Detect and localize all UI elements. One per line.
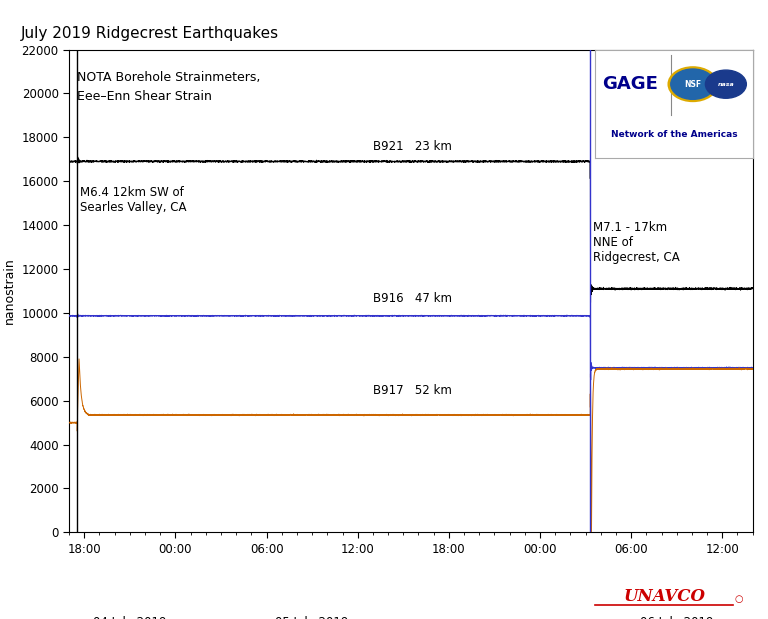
Text: 04 July 2019: 04 July 2019 bbox=[93, 616, 167, 619]
Text: 06 July 2019: 06 July 2019 bbox=[640, 616, 713, 619]
Text: B917   52 km: B917 52 km bbox=[373, 384, 452, 397]
Text: 05 July 2019: 05 July 2019 bbox=[276, 616, 349, 619]
Text: nasa: nasa bbox=[717, 82, 734, 87]
Text: M6.4 12km SW of
Searles Valley, CA: M6.4 12km SW of Searles Valley, CA bbox=[80, 186, 187, 214]
Circle shape bbox=[705, 70, 746, 98]
Y-axis label: nanostrain: nanostrain bbox=[3, 258, 16, 324]
Text: NOTA Borehole Strainmeters,
Eee–Enn Shear Strain: NOTA Borehole Strainmeters, Eee–Enn Shea… bbox=[77, 71, 260, 103]
Text: Network of the Americas: Network of the Americas bbox=[611, 129, 737, 139]
Circle shape bbox=[670, 69, 715, 99]
Text: B921   23 km: B921 23 km bbox=[373, 141, 452, 154]
Text: NSF: NSF bbox=[684, 80, 701, 89]
Text: UNAVCO: UNAVCO bbox=[624, 589, 705, 605]
Text: July 2019 Ridgecrest Earthquakes: July 2019 Ridgecrest Earthquakes bbox=[22, 27, 280, 41]
Text: ○: ○ bbox=[734, 594, 743, 604]
Text: GAGE: GAGE bbox=[602, 75, 657, 93]
Text: M7.1 - 17km
NNE of
Ridgecrest, CA: M7.1 - 17km NNE of Ridgecrest, CA bbox=[593, 221, 680, 264]
Text: B916   47 km: B916 47 km bbox=[373, 292, 452, 305]
